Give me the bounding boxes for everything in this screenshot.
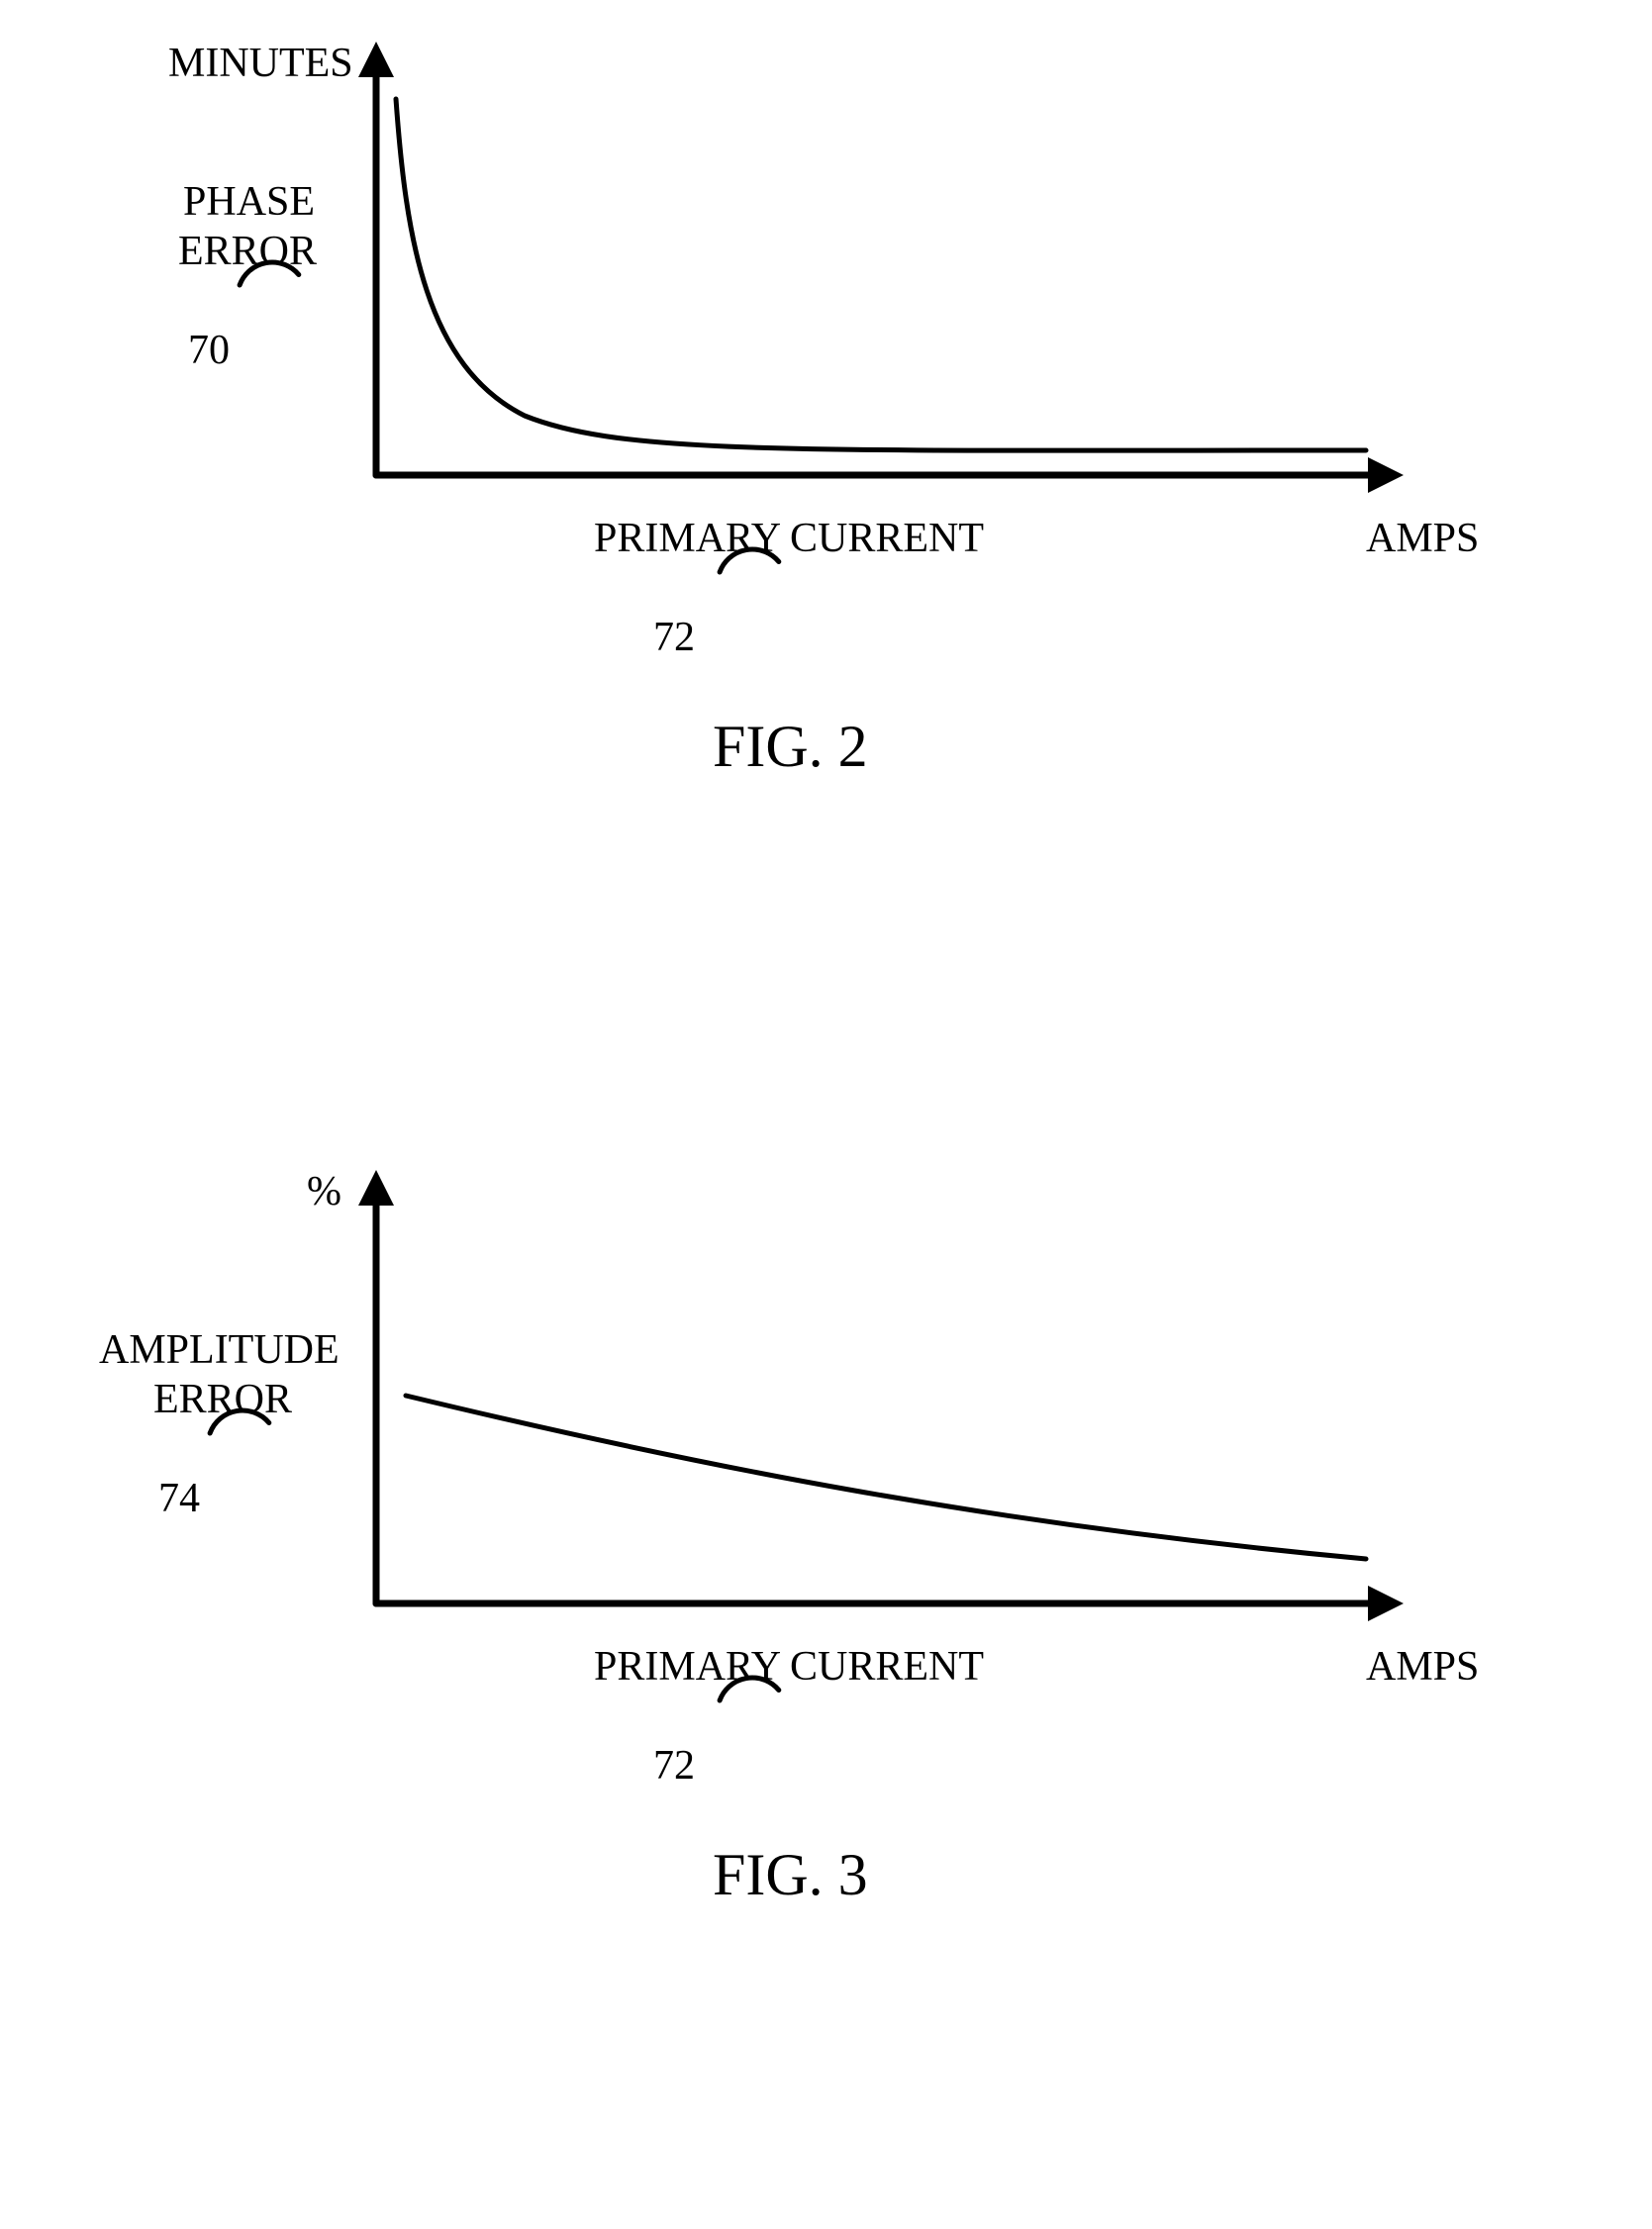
- fig3-y-label-2: ERROR: [153, 1376, 292, 1423]
- fig2-y-label-1: PHASE: [183, 178, 315, 226]
- fig2-x-ref: 72: [653, 614, 695, 661]
- fig3-x-label: PRIMARY CURRENT: [594, 1643, 984, 1691]
- fig2-caption: FIG. 2: [713, 713, 868, 781]
- figure-2: MINUTES PHASE ERROR 70 PRIMARY CURRENT A…: [99, 40, 1534, 752]
- fig2-x-label: PRIMARY CURRENT: [594, 515, 984, 562]
- fig3-caption: FIG. 3: [713, 1841, 868, 1909]
- fig3-y-label-1: AMPLITUDE: [99, 1326, 340, 1374]
- fig2-y-label-2: ERROR: [178, 228, 317, 275]
- fig3-svg: [99, 1168, 1534, 1881]
- fig3-x-ref: 72: [653, 1742, 695, 1790]
- fig3-y-unit: %: [307, 1168, 341, 1215]
- figure-3: % AMPLITUDE ERROR 74 PRIMARY CURRENT AMP…: [99, 1168, 1534, 1881]
- fig2-y-unit: MINUTES: [168, 40, 353, 87]
- fig3-y-ref: 74: [158, 1475, 200, 1522]
- fig2-svg: [99, 40, 1534, 752]
- fig2-x-unit: AMPS: [1366, 515, 1479, 562]
- fig2-y-ref: 70: [188, 327, 230, 374]
- fig3-x-unit: AMPS: [1366, 1643, 1479, 1691]
